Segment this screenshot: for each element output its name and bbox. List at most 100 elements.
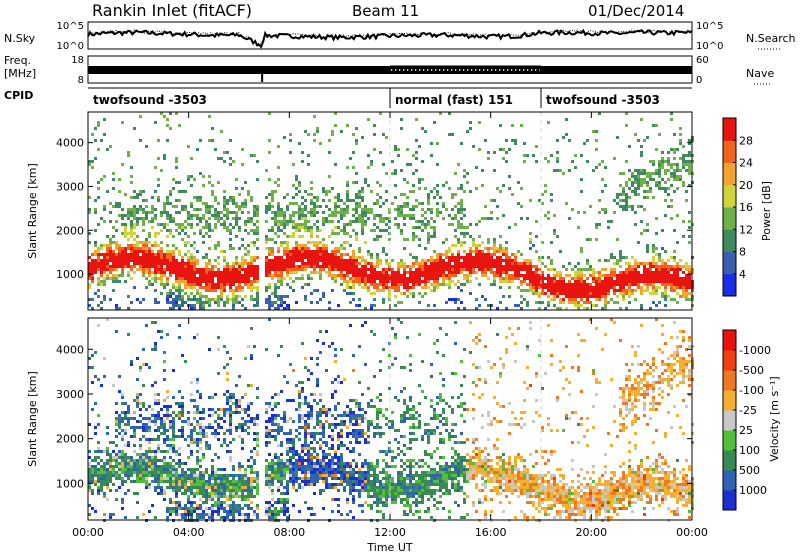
heatmap-cell — [328, 253, 331, 256]
heatmap-cell — [280, 298, 283, 301]
heatmap-cell — [556, 280, 559, 283]
heatmap-cell — [337, 196, 340, 199]
heatmap-cell — [310, 229, 313, 232]
heatmap-cell — [661, 229, 664, 232]
heatmap-cell — [283, 268, 286, 271]
heatmap-cell — [625, 280, 628, 283]
heatmap-cell — [484, 259, 487, 262]
heatmap-cell — [433, 274, 436, 277]
heatmap-cell — [376, 181, 379, 184]
heatmap-cell — [589, 295, 592, 298]
heatmap-cell — [652, 280, 655, 283]
heatmap-cell — [460, 208, 463, 211]
heatmap-cell — [229, 247, 232, 250]
heatmap-cell — [193, 208, 196, 211]
heatmap-cell — [103, 265, 106, 268]
heatmap-cell — [643, 289, 646, 292]
heatmap-cell — [679, 127, 682, 130]
heatmap-cell — [289, 250, 292, 253]
heatmap-cell — [148, 256, 151, 259]
heatmap-cell — [199, 208, 202, 211]
heatmap-cell — [307, 265, 310, 268]
heatmap-cell — [193, 336, 196, 339]
heatmap-cell — [436, 190, 439, 193]
heatmap-cell — [115, 453, 118, 456]
heatmap-cell — [586, 268, 589, 271]
heatmap-cell — [115, 241, 118, 244]
colorbar-swatch — [723, 252, 736, 275]
heatmap-cell — [421, 127, 424, 130]
heatmap-cell — [229, 423, 232, 426]
heatmap-cell — [559, 280, 562, 283]
heatmap-cell — [217, 348, 220, 351]
heatmap-cell — [655, 253, 658, 256]
heatmap-cell — [433, 235, 436, 238]
heatmap-cell — [190, 184, 193, 187]
heatmap-cell — [676, 175, 679, 178]
heatmap-cell — [439, 274, 442, 277]
heatmap-cell — [565, 202, 568, 205]
heatmap-cell — [622, 190, 625, 193]
heatmap-cell — [118, 456, 121, 459]
heatmap-cell — [178, 298, 181, 301]
heatmap-cell — [181, 432, 184, 435]
heatmap-cell — [202, 432, 205, 435]
heatmap-cell — [457, 265, 460, 268]
heatmap-cell — [457, 268, 460, 271]
heatmap-cell — [244, 420, 247, 423]
heatmap-cell — [373, 280, 376, 283]
heatmap-cell — [235, 402, 238, 405]
heatmap-cell — [118, 274, 121, 277]
heatmap-cell — [328, 256, 331, 259]
heatmap-cell — [166, 474, 169, 477]
heatmap-cell — [406, 265, 409, 268]
heatmap-cell — [109, 441, 112, 444]
heatmap-cell — [427, 286, 430, 289]
heatmap-cell — [187, 456, 190, 459]
heatmap-cell — [175, 229, 178, 232]
heatmap-cell — [634, 265, 637, 268]
heatmap-cell — [673, 289, 676, 292]
heatmap-cell — [130, 480, 133, 483]
heatmap-cell — [619, 271, 622, 274]
heatmap-cell — [256, 238, 259, 241]
heatmap-cell — [460, 262, 463, 265]
heatmap-cell — [409, 163, 412, 166]
heatmap-cell — [442, 277, 445, 280]
heatmap-cell — [247, 492, 250, 495]
heatmap-cell — [595, 280, 598, 283]
heatmap-cell — [190, 504, 193, 507]
heatmap-cell — [355, 205, 358, 208]
heatmap-cell — [394, 283, 397, 286]
heatmap-cell — [202, 453, 205, 456]
heatmap-cell — [265, 301, 268, 304]
heatmap-cell — [400, 274, 403, 277]
heatmap-cell — [436, 277, 439, 280]
heatmap-cell — [130, 208, 133, 211]
heatmap-cell — [364, 220, 367, 223]
heatmap-cell — [400, 292, 403, 295]
heatmap-cell — [133, 259, 136, 262]
heatmap-cell — [142, 253, 145, 256]
heatmap-cell — [283, 226, 286, 229]
heatmap-cell — [217, 283, 220, 286]
heatmap-cell — [589, 265, 592, 268]
heatmap-cell — [481, 274, 484, 277]
heatmap-cell — [172, 459, 175, 462]
heatmap-cell — [376, 283, 379, 286]
heatmap-cell — [487, 250, 490, 253]
heatmap-cell — [184, 253, 187, 256]
heatmap-cell — [256, 480, 259, 483]
heatmap-cell — [685, 265, 688, 268]
heatmap-cell — [484, 253, 487, 256]
heatmap-cell — [523, 274, 526, 277]
heatmap-cell — [295, 241, 298, 244]
heatmap-cell — [634, 181, 637, 184]
heatmap-cell — [334, 163, 337, 166]
heatmap-cell — [271, 259, 274, 262]
heatmap-cell — [139, 205, 142, 208]
heatmap-cell — [268, 501, 271, 504]
heatmap-cell — [478, 259, 481, 262]
freq-panel: Freq. [MHz] 18 8 60 0 Nave — [4, 54, 774, 86]
heatmap-cell — [169, 202, 172, 205]
